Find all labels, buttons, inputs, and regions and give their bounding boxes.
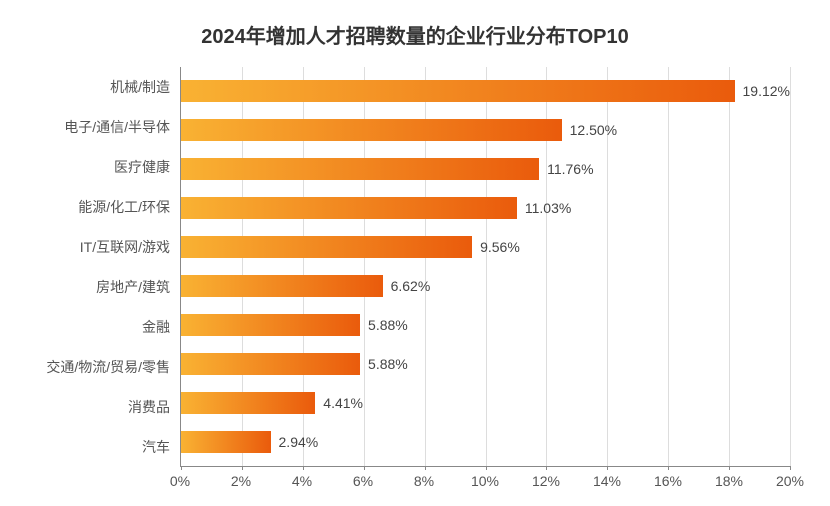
y-axis-label: 交通/物流/贸易/零售	[46, 350, 170, 384]
x-tick-label: 14%	[593, 473, 621, 489]
bar	[181, 275, 383, 297]
x-tick-label: 0%	[170, 473, 190, 489]
bar-value-label: 19.12%	[743, 83, 790, 99]
plot-area: 机械/制造电子/通信/半导体医疗健康能源/化工/环保 IT/互联网/游戏房地产/建…	[40, 67, 790, 467]
bar-value-label: 5.88%	[368, 317, 408, 333]
bar-row: 11.76%	[181, 152, 790, 186]
y-axis-label: 汽车	[142, 430, 170, 464]
bars-wrapper: 19.12% 12.50% 11.76% 11.03% 9.56% 6.62% 5.88% 5…	[180, 67, 790, 467]
bar-row: 11.03%	[181, 191, 790, 225]
bar-row: 12.50%	[181, 113, 790, 147]
bar-value-label: 2.94%	[279, 434, 319, 450]
y-axis-label: 消费品	[128, 390, 170, 424]
bar	[181, 119, 562, 141]
y-axis-label: IT/互联网/游戏	[80, 230, 170, 264]
y-axis-labels: 机械/制造电子/通信/半导体医疗健康能源/化工/环保 IT/互联网/游戏房地产/建…	[40, 67, 180, 467]
y-axis-label: 机械/制造	[110, 70, 170, 104]
y-axis-label: 能源/化工/环保	[78, 190, 170, 224]
bar-value-label: 9.56%	[480, 239, 520, 255]
x-tick-mark	[790, 466, 791, 470]
bar	[181, 80, 735, 102]
x-tick-label: 4%	[292, 473, 312, 489]
bar-row: 5.88%	[181, 347, 790, 381]
bar	[181, 236, 472, 258]
bar-row: 5.88%	[181, 308, 790, 342]
chart-title: 2024年增加人才招聘数量的企业行业分布TOP10	[40, 20, 790, 49]
bar-value-label: 4.41%	[323, 395, 363, 411]
bar-value-label: 6.62%	[391, 278, 431, 294]
bar	[181, 431, 271, 453]
y-axis-label: 房地产/建筑	[96, 270, 170, 304]
bar-value-label: 11.03%	[525, 200, 571, 216]
bar	[181, 197, 517, 219]
x-tick-label: 12%	[532, 473, 560, 489]
gridline	[790, 67, 791, 466]
bars: 19.12% 12.50% 11.76% 11.03% 9.56% 6.62% 5.88% 5…	[181, 67, 790, 466]
y-axis-label: 电子/通信/半导体	[64, 110, 170, 144]
x-tick-label: 10%	[471, 473, 499, 489]
bar-row: 4.41%	[181, 386, 790, 420]
chart-container: 2024年增加人才招聘数量的企业行业分布TOP10 机械/制造电子/通信/半导体…	[0, 0, 830, 506]
bar-row: 9.56%	[181, 230, 790, 264]
x-tick-label: 16%	[654, 473, 682, 489]
x-tick-label: 20%	[776, 473, 804, 489]
bar-row: 19.12%	[181, 74, 790, 108]
bar	[181, 353, 360, 375]
x-axis: 0%2%4%6%8%10%12%14%16%18%20%	[180, 467, 790, 491]
bar	[181, 392, 315, 414]
bar	[181, 158, 539, 180]
bar-row: 6.62%	[181, 269, 790, 303]
x-tick-label: 6%	[353, 473, 373, 489]
y-axis-label: 金融	[142, 310, 170, 344]
bar-row: 2.94%	[181, 425, 790, 459]
y-axis-label: 医疗健康	[114, 150, 170, 184]
x-tick-label: 18%	[715, 473, 743, 489]
bar-value-label: 5.88%	[368, 356, 408, 372]
bar-value-label: 12.50%	[570, 122, 617, 138]
x-tick-label: 8%	[414, 473, 434, 489]
bar	[181, 314, 360, 336]
x-tick-label: 2%	[231, 473, 251, 489]
bar-value-label: 11.76%	[547, 161, 593, 177]
